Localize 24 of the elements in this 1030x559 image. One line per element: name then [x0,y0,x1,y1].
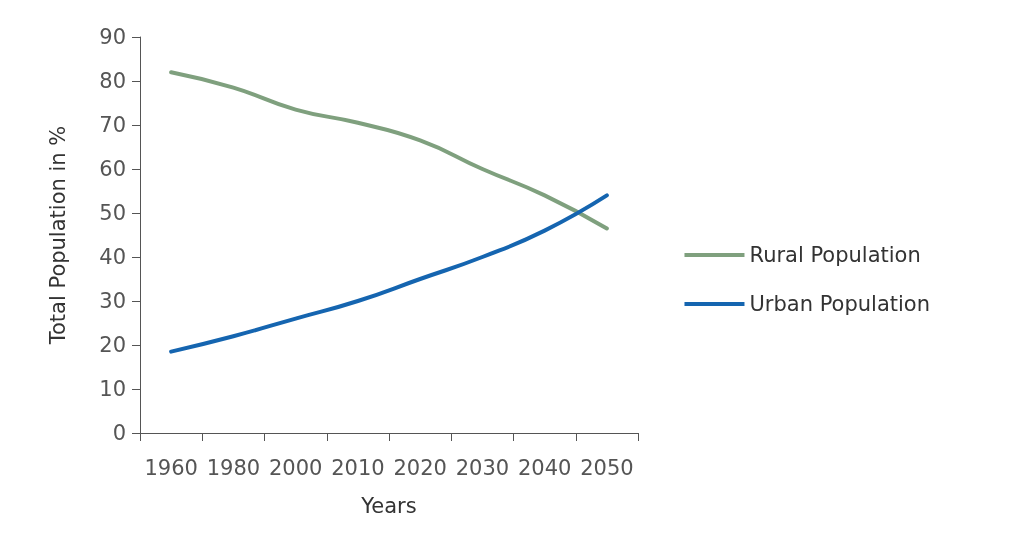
x-tick-label: 2050 [580,455,634,480]
y-tick-label: 60 [99,157,126,181]
y-tick-label: 40 [99,245,126,269]
y-tick-label: 50 [99,201,126,225]
x-tick-label: 1980 [206,455,261,480]
x-tick-label: 2040 [517,455,572,480]
x-tick-label: 1960 [144,455,198,480]
line-series [169,193,609,354]
y-tick-label: 80 [99,69,126,93]
y-tick-label: 70 [99,113,126,137]
y-axis-title: Total Population in % [45,125,70,346]
legend-label: Urban Population [749,292,931,316]
x-tick-label: 2010 [331,455,385,480]
y-tick-label: 10 [99,377,126,401]
y-tick-label: 90 [99,25,126,49]
x-tick-label: 2020 [393,455,447,480]
x-tick-label: 2030 [455,455,510,480]
y-tick-label: 20 [99,333,126,357]
x-axis-title: Years [360,493,417,518]
y-tick-label: 30 [99,289,126,313]
legend-label: Rural Population [749,243,921,267]
x-tick-label: 2000 [268,455,323,480]
line-series [169,70,609,231]
y-tick-label: 0 [112,421,126,445]
